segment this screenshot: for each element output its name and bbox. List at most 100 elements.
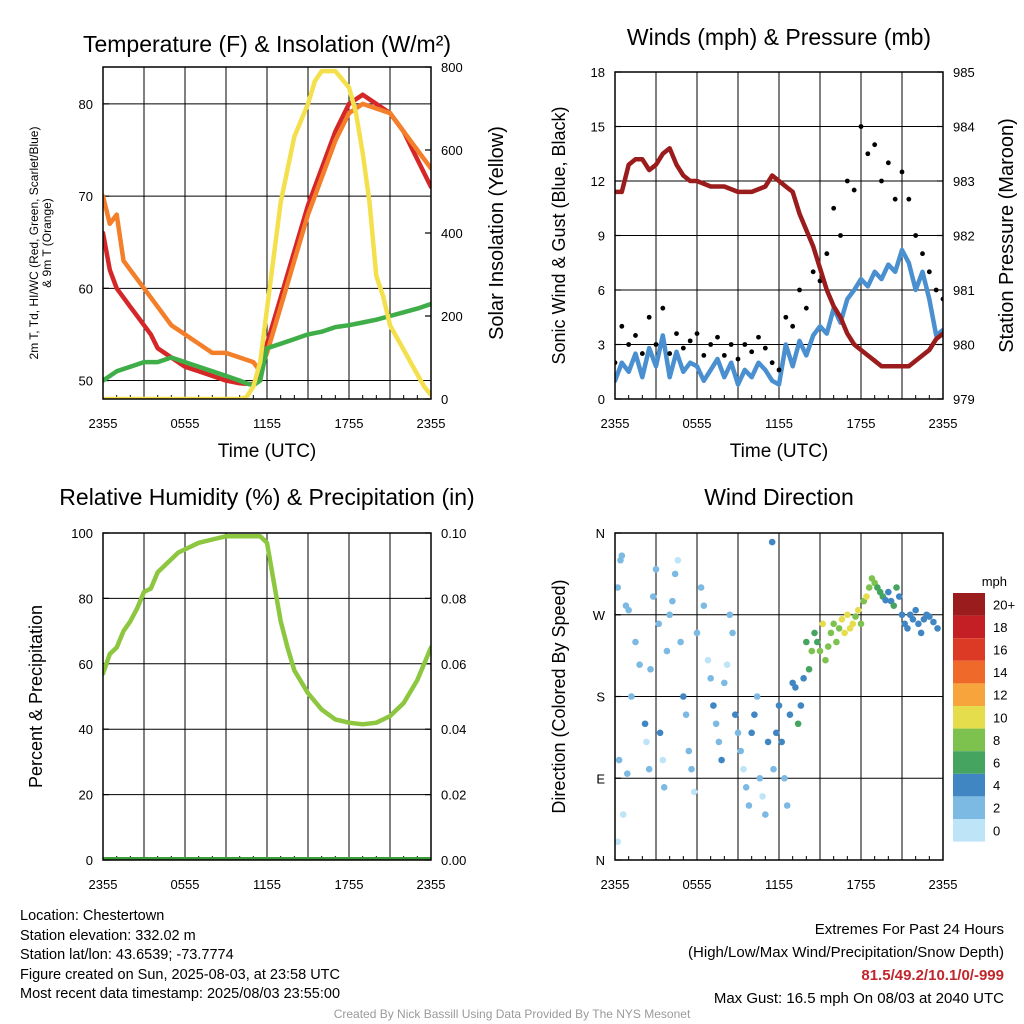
y2-tick-label: 0.08 [441, 591, 466, 606]
direction-point [786, 711, 794, 718]
y2-tick-label: 400 [441, 226, 463, 241]
gust-point [626, 342, 632, 347]
direction-point [645, 765, 653, 773]
gust-point [667, 351, 673, 356]
direction-point [619, 811, 627, 818]
direction-point [816, 647, 824, 655]
direction-point [723, 661, 731, 669]
direction-point [930, 618, 937, 626]
y2-tick-label: 200 [441, 309, 463, 324]
gust-point [797, 287, 802, 293]
x-tick-label: 0555 [683, 877, 712, 892]
direction-point [718, 756, 725, 764]
gust-point [701, 353, 707, 358]
direction-point [643, 738, 650, 746]
y-axis-label: Sonic Wind & Gust (Blue, Black) [549, 106, 569, 364]
y-axis-label: Percent & Precipitation [26, 605, 46, 788]
x-tick-label: 1755 [847, 416, 876, 431]
direction-point [797, 702, 805, 709]
direction-point [783, 802, 791, 809]
legend-label: 18 [993, 620, 1007, 635]
chart-winds: Winds (mph) & Pressure (mb) 0 3 6 9 12 15 18 979… [549, 24, 1018, 462]
y2-axis-label: Station Pressure (Maroon) [996, 118, 1018, 353]
y2-tick-label: 600 [441, 143, 463, 158]
y-tick-label: 0 [598, 392, 605, 407]
x-tick-label: 2355 [929, 877, 958, 892]
direction-point [753, 693, 761, 700]
y2-tick-label: 984 [953, 120, 975, 135]
direction-point [690, 788, 698, 796]
gust-point [933, 287, 939, 293]
x-tick-label: 2355 [601, 877, 630, 892]
direction-point [671, 570, 679, 578]
gust-point [885, 160, 891, 166]
y-tick-label: S [596, 690, 605, 705]
direction-point [792, 684, 799, 691]
direction-point [841, 629, 848, 637]
direction-point [794, 720, 802, 728]
gust-point [926, 269, 932, 275]
y2-tick-label: 0.06 [441, 657, 466, 672]
direction-point [912, 606, 919, 614]
chart-title: Wind Direction [704, 484, 854, 510]
legend-label: 8 [993, 733, 1000, 748]
direction-point [685, 747, 693, 755]
direction-point [762, 811, 769, 818]
y-axis-label: Direction (Colored By Speed) [549, 579, 569, 813]
direction-point [803, 638, 810, 646]
gust-point [831, 205, 837, 211]
y2-tick-label: 0.02 [441, 788, 466, 803]
y-tick-label: 40 [79, 722, 93, 737]
x-tick-label: 2355 [601, 416, 630, 431]
gust-point [708, 342, 714, 347]
gust-point [646, 314, 652, 320]
direction-point [805, 665, 813, 673]
series-line [615, 146, 943, 369]
direction-point [688, 765, 695, 773]
gust-point [749, 349, 755, 355]
gust-point [824, 251, 830, 257]
gust-point [783, 314, 789, 320]
direction-point [641, 720, 649, 728]
direction-point [778, 738, 786, 746]
y2-tick-label: 985 [953, 65, 975, 80]
direction-point [768, 538, 776, 546]
direction-point [742, 784, 750, 791]
gust-point [728, 342, 734, 347]
y-tick-label: 15 [591, 120, 605, 135]
location-text: Location: Chestertown [20, 908, 165, 924]
gust-point [872, 142, 878, 148]
credit-text: Created By Nick Bassill Using Data Provi… [333, 1007, 691, 1021]
x-tick-label: 1155 [765, 416, 793, 431]
direction-point [659, 756, 667, 764]
direction-point [917, 629, 925, 637]
y2-tick-label: 0.00 [441, 853, 466, 868]
direction-point [854, 606, 862, 614]
direction-point [904, 625, 911, 632]
series-line [103, 301, 431, 388]
y-tick-label: 0 [86, 853, 93, 868]
legend-label: 10 [993, 710, 1007, 725]
direction-point [729, 629, 736, 637]
y-tick-label: W [593, 608, 606, 623]
direction-point [759, 793, 766, 800]
y-tick-label: 70 [79, 189, 93, 204]
direction-point [775, 702, 783, 709]
y2-tick-label: 0.04 [441, 722, 466, 737]
direction-point [624, 770, 631, 778]
x-tick-label: 2355 [929, 416, 958, 431]
plot-frame [614, 532, 944, 861]
direction-point [830, 620, 837, 628]
created-text: Figure created on Sun, 2025-08-03, at 23… [20, 966, 340, 983]
direction-point [857, 620, 865, 628]
gust-point [735, 356, 741, 362]
x-axis-label: Time (UTC) [730, 441, 829, 462]
elevation-text: Station elevation: 332.02 m [20, 927, 196, 944]
gust-point [899, 169, 905, 175]
direction-point [772, 729, 780, 737]
direction-point [652, 566, 660, 573]
x-tick-label: 1755 [335, 877, 364, 892]
extremes-title: Extremes For Past 24 Hours [814, 921, 1004, 938]
y-tick-label: 12 [591, 174, 605, 189]
direction-point [882, 596, 889, 604]
